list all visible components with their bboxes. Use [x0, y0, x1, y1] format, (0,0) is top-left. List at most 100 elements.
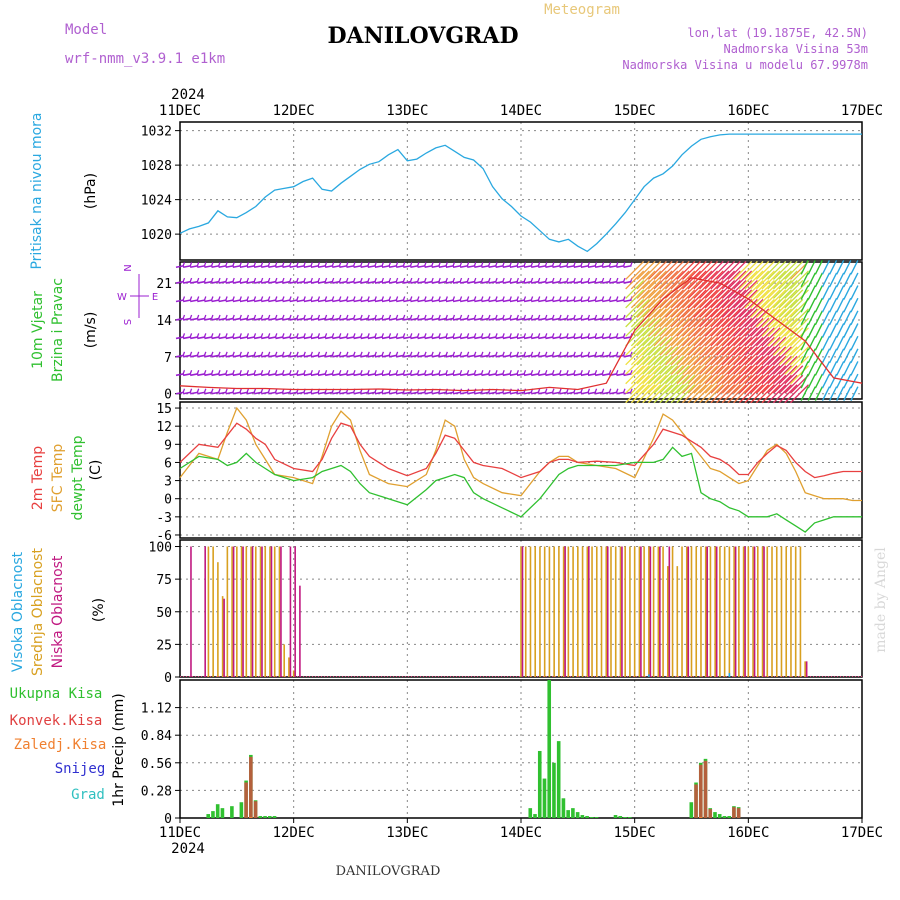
wind-barb	[473, 333, 477, 338]
wind-barb	[716, 260, 736, 280]
wind-barb	[203, 333, 207, 338]
dewpoint-line	[179, 446, 862, 533]
wind-barb	[710, 374, 730, 394]
wind-barb	[647, 384, 667, 404]
wind-barb	[239, 314, 242, 320]
wind-barb	[622, 333, 626, 338]
wind-barb	[814, 373, 824, 389]
wind-barb	[288, 333, 292, 338]
wind-barb	[682, 365, 701, 385]
wind-barb	[189, 370, 193, 375]
wind-barb	[217, 277, 221, 283]
wind-barb	[784, 346, 804, 366]
wind-barb	[445, 262, 448, 267]
wind-barb	[761, 270, 781, 290]
wind-barb	[196, 388, 200, 393]
temp-2m-label: 2m Temp	[30, 446, 46, 510]
wind-barb	[182, 262, 186, 267]
wind-barb	[630, 355, 650, 375]
wind-barb	[267, 351, 271, 357]
wind-barb	[693, 327, 713, 347]
wind-barb	[716, 298, 736, 318]
wind-barb	[466, 351, 470, 357]
wind-barb	[473, 277, 477, 283]
wind-barb	[573, 262, 576, 267]
x-tick-label-bottom: 11DEC	[159, 825, 201, 841]
wind-barb	[778, 365, 798, 385]
wind-barb	[721, 298, 741, 318]
wind-barb	[716, 355, 736, 375]
wind-barb	[733, 346, 753, 366]
precip-bar	[623, 817, 627, 818]
wind-barb	[814, 348, 824, 364]
wind-barb	[274, 351, 278, 357]
wind-barb	[338, 314, 342, 320]
wind-barb	[721, 308, 741, 328]
wind-barb	[601, 314, 605, 320]
wind-barb	[710, 336, 730, 356]
wind-barb	[594, 388, 598, 393]
wind-barb	[473, 296, 477, 301]
wind-barb	[217, 314, 221, 320]
wind-barb	[196, 277, 200, 283]
wind-barb	[530, 314, 534, 320]
wind-title-line1: 10m Vjetar	[30, 291, 46, 369]
wind-barb	[587, 277, 591, 283]
panel-3: -6 -3 0 3 6 9 12 15	[156, 401, 863, 544]
wind-barb	[772, 270, 792, 290]
wind-barb	[738, 327, 758, 347]
wind-barb	[682, 270, 701, 290]
wind-barb	[625, 355, 645, 375]
wind-barb	[558, 277, 562, 283]
wind-barb	[636, 355, 656, 375]
wind-barb	[345, 351, 349, 357]
year-bottom: 2024	[171, 841, 205, 857]
wind-barb	[800, 310, 809, 326]
wind-barb	[445, 296, 448, 301]
wind-barb	[345, 262, 349, 267]
wind-barb	[473, 262, 477, 267]
precip-bar	[708, 809, 713, 818]
wind-barb	[246, 333, 250, 338]
wind-barb	[253, 277, 257, 283]
wind-barb	[790, 355, 809, 375]
wind-barb	[647, 346, 667, 366]
wind-barb	[784, 384, 804, 404]
wind-barb	[409, 262, 413, 267]
wind-barb	[551, 277, 555, 283]
wind-barb	[699, 260, 719, 280]
wind-barb	[850, 323, 859, 338]
wind-barb	[196, 333, 200, 338]
wind-barb	[755, 298, 775, 318]
wind-barb	[659, 346, 679, 366]
wind-barb	[738, 308, 758, 328]
wind-barb	[438, 351, 441, 357]
wind-barb	[625, 384, 645, 404]
wind-barb	[704, 355, 724, 375]
x-tick-label-bottom: 15DEC	[614, 825, 656, 841]
wind-barb	[260, 370, 264, 375]
wind-barbs	[175, 259, 859, 404]
wind-barb	[784, 336, 804, 356]
wind-barb	[682, 346, 701, 366]
wind-barb	[710, 308, 730, 328]
wind-barb	[288, 351, 292, 357]
wind-barb	[331, 314, 335, 320]
wind-barb	[744, 260, 764, 280]
wind-barb	[682, 289, 701, 309]
precip-bar	[590, 817, 594, 818]
wind-barb	[664, 270, 684, 290]
wind-barb	[727, 346, 747, 366]
wind-barb	[727, 289, 747, 309]
wind-barb	[608, 388, 612, 393]
wind-barb	[573, 314, 576, 320]
wind-barb	[647, 327, 667, 347]
precip-bar	[556, 741, 561, 818]
precip-bar	[547, 680, 552, 818]
temp-unit: (C)	[88, 460, 104, 481]
wind-barb	[744, 270, 764, 290]
wind-barb	[189, 333, 193, 338]
panel-2: 0 7 14 21	[156, 261, 863, 403]
y-tick-label: 1024	[141, 194, 172, 209]
wind-barb	[821, 272, 831, 288]
